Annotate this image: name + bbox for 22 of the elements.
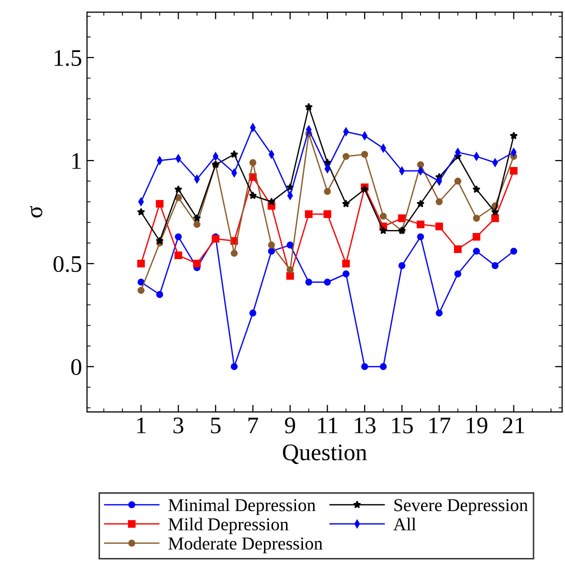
legend-label: Minimal Depression [168,498,316,515]
legend-label: All [393,518,416,530]
y-tick-label: 1 [72,153,81,169]
y-axis-title: σ [30,206,42,218]
x-tick-label: 9 [284,418,296,434]
y-tick-label: 0 [71,359,82,376]
x-axis-title: Question [282,444,367,464]
x-tick-label: 15 [392,418,413,434]
legend-label: Mild Depression [168,518,288,534]
legend-label: Severe Depression [394,499,528,515]
x-tick-label: 13 [354,418,376,434]
y-tick-label: 1.5 [54,50,82,66]
x-tick-label: 7 [248,418,258,434]
x-tick-label: 11 [318,418,338,434]
x-tick-label: 1 [137,418,146,434]
x-tick-label: 3 [174,418,184,434]
x-tick-label: 17 [429,418,450,434]
y-tick-label: 0.5 [54,256,82,272]
x-tick-label: 19 [466,418,488,434]
legend-label: Moderate Depression [168,536,323,554]
x-tick-label: 21 [502,418,524,434]
x-tick-label: 5 [211,418,221,434]
